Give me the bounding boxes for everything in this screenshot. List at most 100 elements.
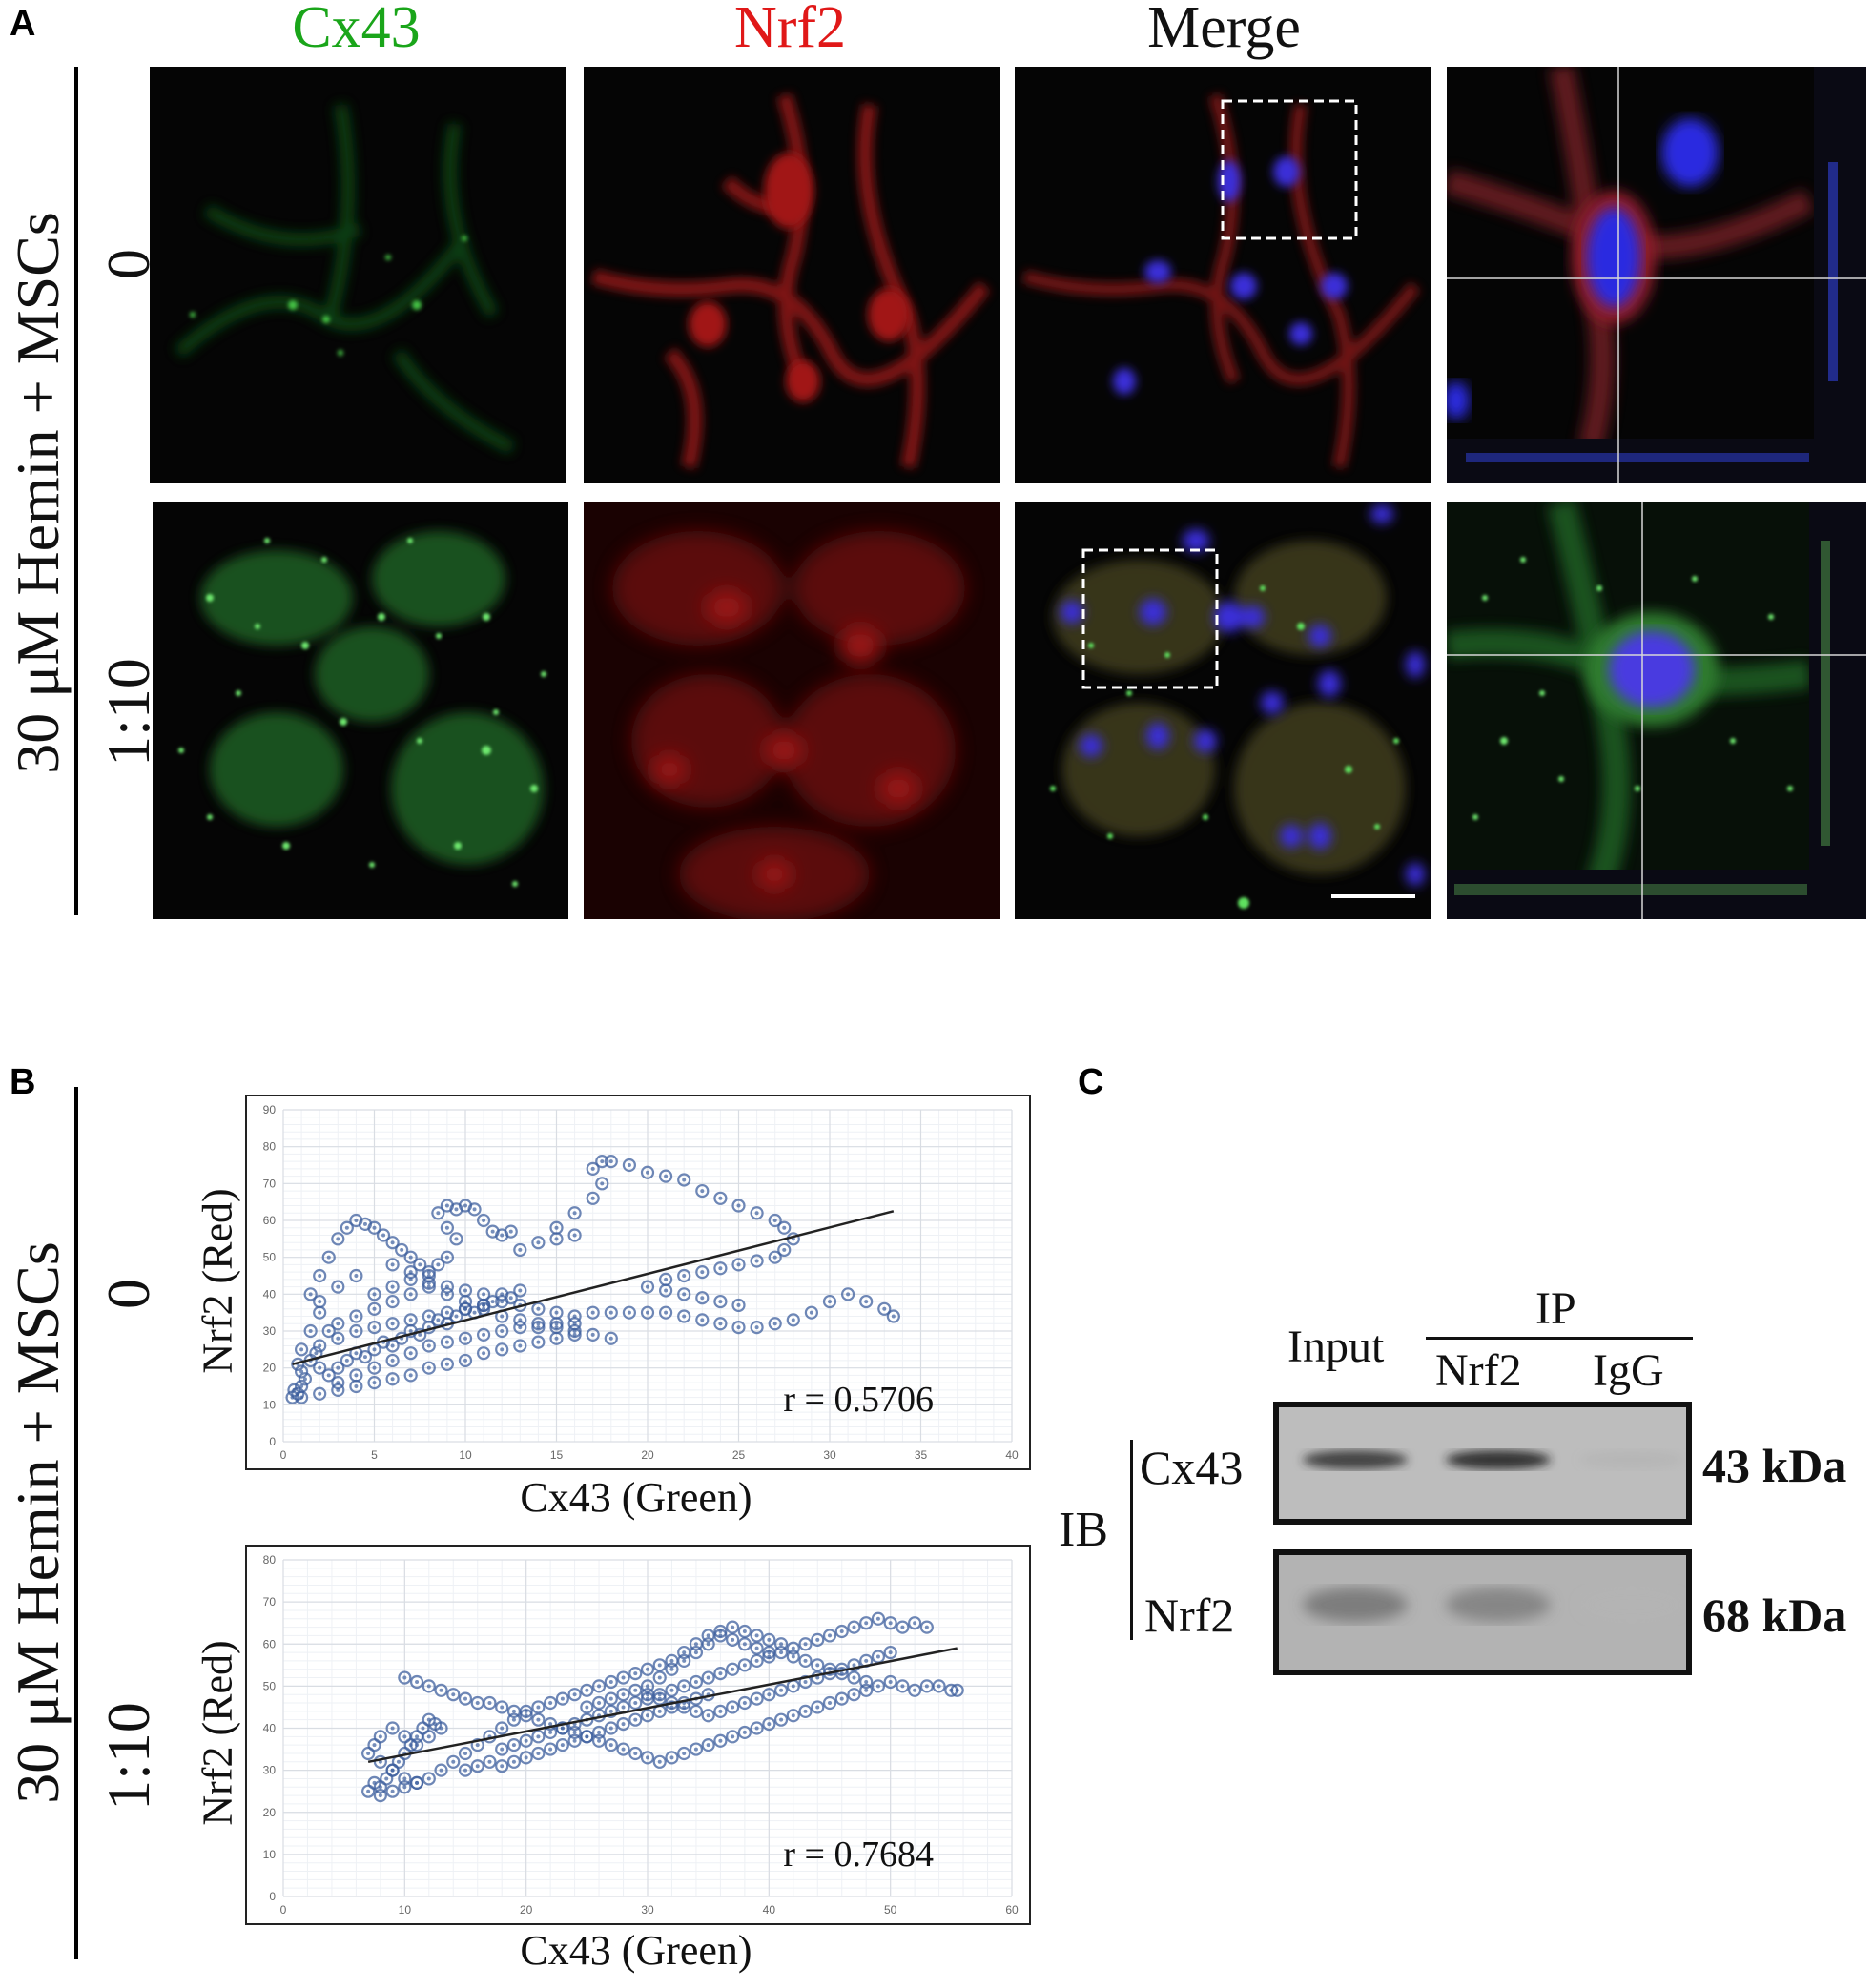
- data-point: [449, 1232, 463, 1246]
- mw-label-68kda: 68 kDa: [1702, 1588, 1847, 1642]
- data-point: [531, 1746, 546, 1761]
- data-point-center: [572, 1233, 577, 1238]
- data-point-center: [621, 1692, 626, 1697]
- data-point: [665, 1662, 679, 1676]
- data-point: [519, 1751, 533, 1765]
- data-point-center: [828, 1633, 832, 1638]
- data-point: [531, 1712, 546, 1727]
- data-point-center: [590, 1196, 595, 1200]
- data-point: [737, 1695, 752, 1711]
- data-point: [762, 1632, 776, 1647]
- data-point: [731, 1298, 746, 1313]
- data-point-center: [326, 1373, 331, 1378]
- data-point-center: [815, 1705, 820, 1710]
- data-point: [495, 1700, 509, 1714]
- data-point-center: [803, 1642, 808, 1647]
- data-point: [458, 1353, 473, 1368]
- data-point: [750, 1721, 764, 1735]
- data-point: [591, 1679, 607, 1693]
- data-point-center: [500, 1233, 505, 1238]
- data-point: [431, 1206, 445, 1220]
- x-tick-label: 0: [280, 1448, 287, 1462]
- data-point-center: [646, 1755, 649, 1760]
- data-point-center: [852, 1692, 856, 1697]
- data-point-center: [426, 1274, 431, 1278]
- data-point-center: [913, 1688, 917, 1692]
- data-point-center: [390, 1768, 395, 1773]
- blot-band: [1446, 1450, 1551, 1469]
- panel-c-label: C: [1078, 1062, 1104, 1102]
- data-point: [591, 1733, 607, 1748]
- data-point-center: [608, 1159, 613, 1164]
- data-point: [750, 1653, 764, 1669]
- data-point-center: [475, 1701, 480, 1706]
- data-point: [695, 1265, 710, 1280]
- data-point-center: [955, 1688, 959, 1692]
- data-point-center: [554, 1237, 559, 1241]
- data-point: [896, 1679, 910, 1693]
- data-point-center: [354, 1274, 359, 1278]
- data-point-center: [597, 1684, 602, 1689]
- data-point: [616, 1716, 630, 1732]
- data-point: [689, 1645, 704, 1660]
- lane-label-input: Input: [1287, 1322, 1385, 1372]
- data-point-center: [426, 1365, 431, 1370]
- panel-b-row-label-0: 0: [94, 1279, 162, 1309]
- data-point-center: [426, 1684, 431, 1689]
- data-point-center: [742, 1642, 747, 1647]
- data-point: [628, 1683, 643, 1697]
- data-point: [331, 1232, 345, 1246]
- panel-b-row-label-1: 1:10: [94, 1702, 162, 1811]
- data-point-center: [444, 1362, 449, 1366]
- data-point-center: [828, 1300, 832, 1304]
- data-point: [595, 1177, 609, 1191]
- data-point-center: [791, 1318, 795, 1322]
- data-point-center: [344, 1225, 349, 1230]
- data-point-center: [669, 1667, 674, 1671]
- data-point-center: [646, 1667, 649, 1671]
- trend-line: [292, 1210, 895, 1366]
- data-point-center: [864, 1688, 869, 1692]
- data-point-center: [336, 1284, 340, 1289]
- data-point-center: [731, 1705, 735, 1710]
- data-point: [506, 1738, 522, 1752]
- data-point-center: [682, 1292, 687, 1297]
- data-point-center: [669, 1658, 674, 1663]
- panel-a-label: A: [10, 4, 36, 44]
- data-point: [458, 1283, 473, 1298]
- data-point: [950, 1683, 964, 1697]
- data-point: [458, 1746, 473, 1761]
- data-point: [834, 1624, 849, 1639]
- data-point: [786, 1650, 800, 1664]
- data-point-center: [736, 1325, 741, 1330]
- data-point-center: [408, 1329, 413, 1333]
- data-point-center: [463, 1288, 467, 1293]
- data-point-center: [490, 1300, 495, 1304]
- data-point: [640, 1751, 655, 1765]
- data-point-center: [475, 1764, 480, 1769]
- data-point-center: [621, 1675, 626, 1680]
- data-point-center: [754, 1325, 759, 1330]
- blot-band: [1303, 1450, 1408, 1469]
- data-point: [440, 1357, 454, 1371]
- data-point: [677, 1309, 691, 1323]
- data-point: [367, 1220, 381, 1235]
- data-point-center: [815, 1663, 820, 1668]
- data-point-center: [864, 1621, 869, 1626]
- panel-a-condition-label: 30 μM Hemin + MSCs: [4, 212, 72, 774]
- data-point-center: [408, 1373, 413, 1378]
- data-point-center: [372, 1743, 377, 1748]
- scatter-chart-0: 0 5 10 15 20 25 30 35 40 0 10 20 30 40 50 60 70 80 90 r = 0…: [245, 1095, 1031, 1470]
- data-point-center: [390, 1300, 395, 1304]
- data-point-center: [463, 1768, 467, 1773]
- data-point: [689, 1674, 704, 1690]
- x-tick-label: 0: [280, 1903, 287, 1916]
- data-point: [677, 1746, 691, 1761]
- micrograph-cx43-row0: [150, 67, 566, 483]
- data-point-center: [657, 1663, 662, 1668]
- data-point: [349, 1268, 363, 1283]
- data-point: [431, 1258, 445, 1272]
- data-point-center: [511, 1759, 516, 1764]
- data-point: [886, 1309, 900, 1323]
- data-point-center: [809, 1310, 813, 1315]
